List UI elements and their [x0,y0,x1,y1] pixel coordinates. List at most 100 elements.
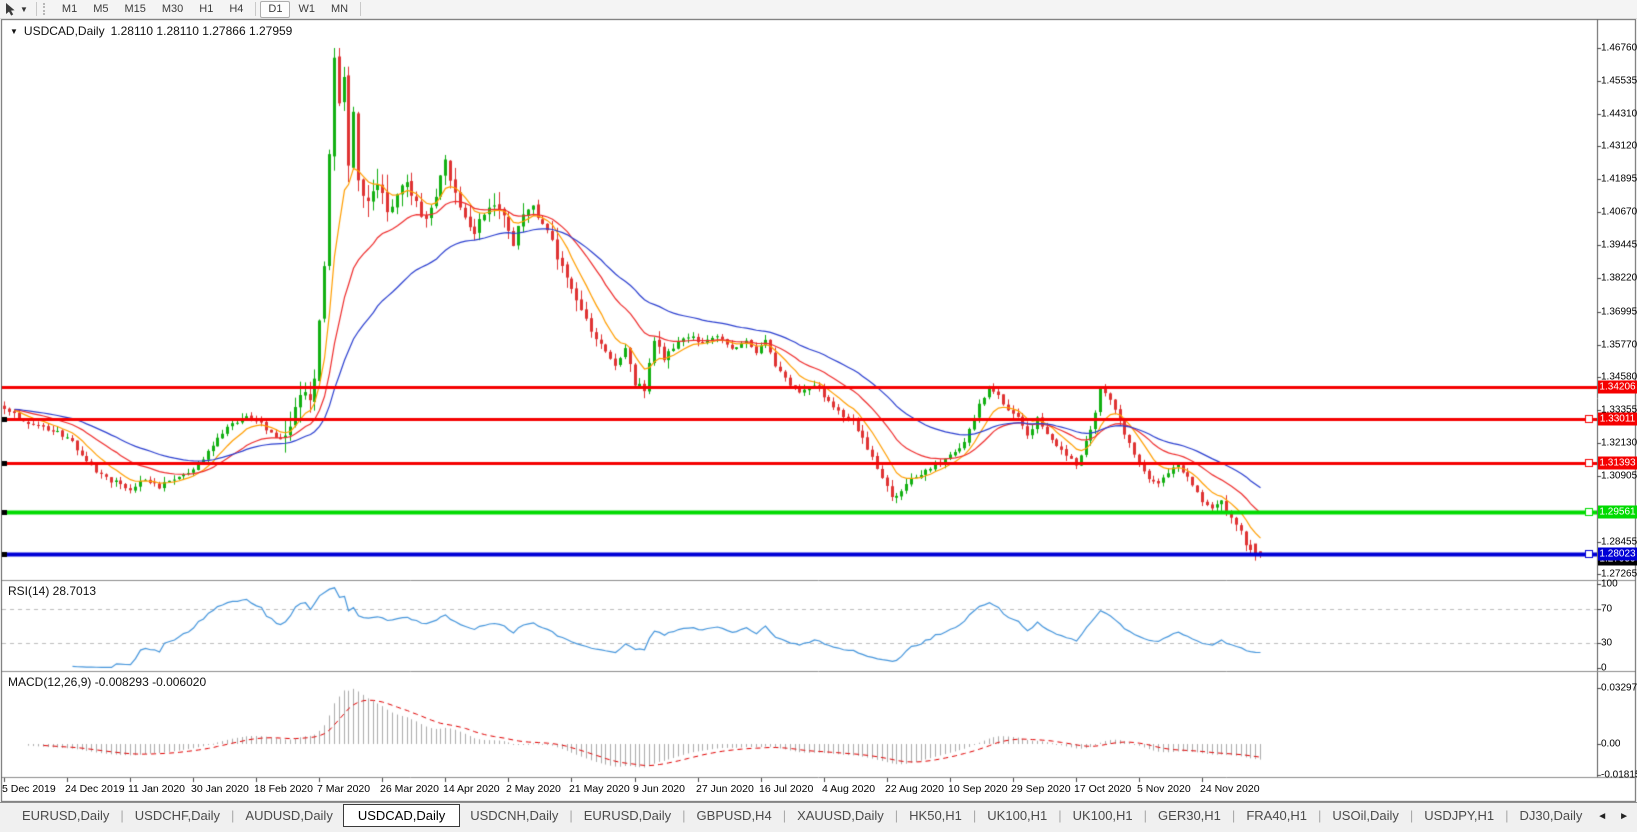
hline-price-badge: 1.33011 [1598,412,1637,426]
date-tick-label: 4 Aug 2020 [822,783,876,795]
tab-divider: | [972,808,977,823]
price-tick-label: 1.34580 [1601,371,1637,383]
toolbar-separator [35,2,37,16]
tab-divider: | [782,808,787,823]
rsi-tick-label: 70 [1601,603,1613,615]
tab-divider: | [894,808,899,823]
chart-tab-usdcad-daily[interactable]: USDCAD,Daily [342,804,461,827]
macd-indicator-label: MACD(12,26,9) -0.008293 -0.006020 [8,675,207,689]
date-tick-label: 14 Apr 2020 [443,783,500,795]
macd-tick-label: 0.032972 [1601,682,1637,694]
date-tick-label: 29 Sep 2020 [1011,783,1071,795]
timeframe-button-w1[interactable]: W1 [298,2,315,15]
date-tick-label: 5 Dec 2019 [2,783,56,795]
date-tick-label: 9 Jun 2020 [633,783,685,795]
price-tick-label: 1.44310 [1601,108,1637,120]
date-tick-label: 17 Oct 2020 [1074,783,1132,795]
date-tick-label: 11 Jan 2020 [128,783,186,795]
price-tick-label: 1.36995 [1601,306,1637,318]
tab-divider: | [1143,808,1148,823]
price-tick-label: 1.40670 [1601,206,1637,218]
tab-scroll-left-icon[interactable]: ◄ [1597,810,1608,822]
tab-divider: | [569,808,573,823]
price-tick-label: 1.35770 [1601,339,1637,351]
macd-tick-label: 0.00 [1601,738,1621,750]
price-tick-label: 1.33355 [1601,404,1637,416]
hline-price-badge: 1.31393 [1598,456,1637,470]
timeframe-button-h1[interactable]: H1 [199,2,214,15]
timeframe-button-m30[interactable]: M30 [161,2,184,15]
rsi-tick-label: 30 [1601,637,1613,649]
timeframe-button-h4[interactable]: H4 [229,2,244,15]
chart-tab-audusd-daily[interactable]: AUDUSD,Daily [245,808,333,823]
collapse-indicators-icon[interactable]: ▼ [10,26,18,36]
price-tick-label: 1.28455 [1601,536,1637,548]
chart-tab-usdcnh-daily[interactable]: USDCNH,Daily [470,808,559,823]
hline-price-badge: 1.28023 [1598,547,1637,561]
chart-tab-gbpusd-h4[interactable]: GBPUSD,H4 [696,808,772,823]
date-tick-label: 24 Nov 2020 [1200,783,1260,795]
date-tick-label: 5 Nov 2020 [1137,783,1191,795]
cursor-tool-icon[interactable] [4,2,17,16]
tab-divider: | [1231,808,1236,823]
chart-tab-hk50-h1[interactable]: HK50,H1 [909,808,962,823]
chart-title: ▼ USDCAD,Daily 1.28110 1.28110 1.27866 1… [10,24,292,38]
tab-divider: | [682,808,686,823]
chart-tab-eurusd-daily[interactable]: EURUSD,Daily [22,808,110,823]
timeframe-button-m1[interactable]: M1 [61,2,78,15]
tab-divider: | [1318,808,1322,823]
macd-tick-label: -0.018154 [1601,769,1637,781]
tab-divider: | [231,808,235,823]
date-tick-label: 2 May 2020 [506,783,561,795]
hline-price-badge: 1.34206 [1598,380,1637,394]
price-tick-label: 1.46760 [1601,42,1637,54]
date-tick-label: 27 Jun 2020 [696,783,754,795]
chart-tab-usoil-daily[interactable]: USOil,Daily [1332,808,1399,823]
price-tick-label: 1.38220 [1601,272,1637,284]
price-tick-label: 1.27265 [1601,568,1637,580]
price-tick-label: 1.43120 [1601,140,1637,152]
timeframe-button-d1[interactable]: D1 [260,0,291,18]
price-tick-label: 1.39445 [1601,239,1637,251]
date-tick-label: 16 Jul 2020 [759,783,814,795]
price-tick-label: 1.45535 [1601,75,1637,87]
price-tick-label: 1.41895 [1601,173,1637,185]
hline-price-badge: 1.29561 [1598,505,1637,519]
date-tick-label: 21 May 2020 [569,783,630,795]
date-tick-label: 22 Aug 2020 [885,783,944,795]
cursor-dropdown-caret-icon[interactable]: ▼ [20,4,28,14]
chart-tab-usdjpy-h1[interactable]: USDJPY,H1 [1424,808,1495,823]
tab-divider: | [120,808,124,823]
date-tick-label: 24 Dec 2019 [65,783,125,795]
chart-tab-uk100-h1[interactable]: UK100,H1 [987,808,1048,823]
rsi-tick-label: 100 [1601,578,1618,590]
chart-tab-xauusd-daily[interactable]: XAUUSD,Daily [797,808,884,823]
timeframe-button-m5[interactable]: M5 [93,2,109,15]
price-tick-label: 1.32130 [1601,437,1637,449]
toolbar-separator [360,2,362,16]
rsi-tick-label: 0 [1601,662,1607,674]
date-tick-label: 18 Feb 2020 [254,783,313,795]
chart-tab-dj30-daily[interactable]: DJ30,Daily [1519,808,1583,823]
date-tick-label: 10 Sep 2020 [948,783,1008,795]
chart-tab-usdchf-daily[interactable]: USDCHF,Daily [134,808,221,823]
date-tick-label: 26 Mar 2020 [380,783,439,795]
tab-divider: | [1409,808,1414,823]
toolbar-grip-handle[interactable] [42,3,48,15]
price-tick-label: 1.30905 [1601,470,1637,482]
tab-scroll-controls: ◄ ► [1587,803,1637,829]
tab-divider: | [1058,808,1062,823]
chart-tab-fra40-h1[interactable]: FRA40,H1 [1246,808,1308,823]
timeframe-button-m15[interactable]: M15 [124,2,146,15]
chart-tab-bar: EURUSD,Daily | USDCHF,Daily | AUDUSD,Daily US… [0,802,1637,832]
rsi-indicator-label: RSI(14) 28.7013 [8,584,97,598]
chart-symbol-period: USDCAD,Daily [23,24,105,38]
chart-tab-ger30-h1[interactable]: GER30,H1 [1158,808,1221,823]
timeframe-button-mn[interactable]: MN [330,2,349,15]
chart-tab-eurusd-daily[interactable]: EURUSD,Daily [583,808,672,823]
tab-divider: | [1505,808,1509,823]
tab-scroll-right-icon[interactable]: ► [1619,810,1629,822]
chart-tab-uk100-h1[interactable]: UK100,H1 [1072,808,1133,823]
